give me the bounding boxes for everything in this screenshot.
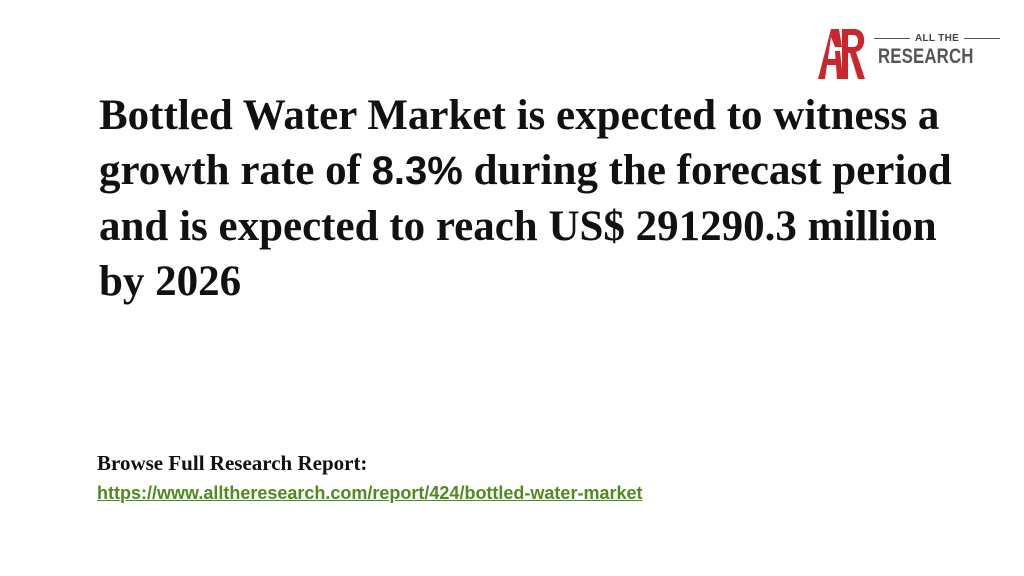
growth-rate: 8.3% — [371, 149, 463, 193]
headline-part-1: Bottled Water Market is expected to witn… — [99, 92, 940, 194]
browse-report-label: Browse Full Research Report: — [97, 451, 368, 475]
report-link[interactable]: https://www.alltheresearch.com/report/42… — [97, 483, 643, 503]
ar-logo-mark — [818, 29, 865, 79]
headline: Bottled Water Market is expected to witn… — [99, 88, 969, 309]
logo-wordmark: RESEARCH — [878, 45, 974, 68]
logo-tagline-row: ALL THE — [874, 31, 1001, 45]
logo-small-text: ALL THE — [914, 32, 960, 44]
company-logo: ALL THE RESEARCH — [818, 27, 1004, 81]
logo-rule-left — [874, 37, 910, 39]
headline-part-2: during the forecast period and is expect… — [99, 147, 952, 305]
logo-rule-right — [964, 37, 1001, 39]
